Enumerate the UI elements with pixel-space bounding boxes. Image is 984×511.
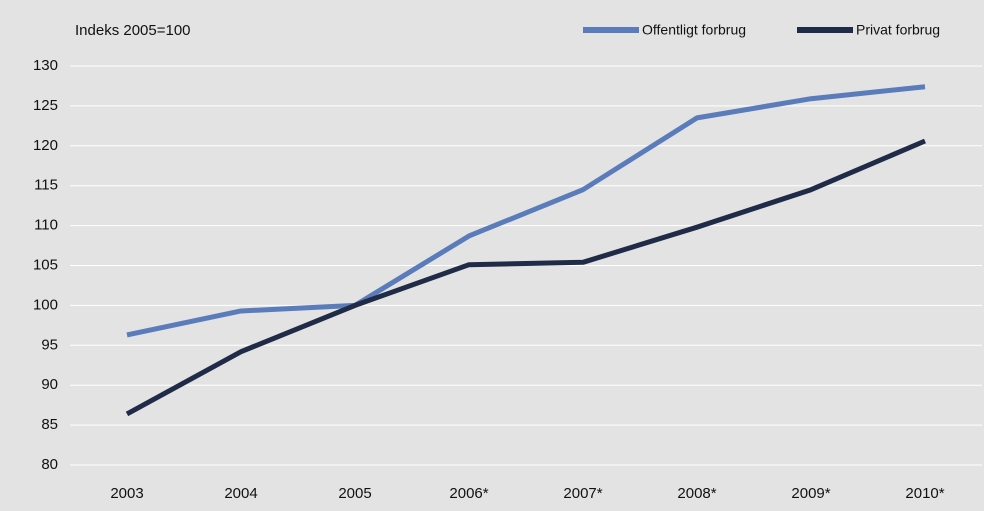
series-line [126, 84, 926, 338]
y-tick-label: 120 [33, 137, 58, 154]
y-tick-label: 110 [34, 217, 58, 234]
x-tick-label: 2005 [338, 485, 371, 502]
y-tick-label: 80 [41, 456, 58, 473]
y-tick-label: 95 [41, 336, 58, 353]
series-line [125, 138, 926, 417]
legend-label: Offentligt forbrug [642, 22, 746, 38]
y-tick-label: 85 [41, 416, 58, 433]
x-tick-label: 2007* [563, 485, 602, 502]
y-tick-label: 100 [33, 296, 58, 313]
x-tick-label: 2003 [110, 485, 143, 502]
x-tick-label: 2006* [449, 485, 488, 502]
x-tick-label: 2008* [677, 485, 716, 502]
y-tick-label: 90 [41, 376, 58, 393]
y-tick-label: 130 [33, 57, 58, 74]
x-tick-label: 2009* [791, 485, 830, 502]
x-tick-label: 2010* [905, 485, 944, 502]
y-tick-label: 115 [34, 177, 58, 194]
legend-label: Privat forbrug [856, 22, 940, 38]
y-tick-label: 125 [33, 97, 58, 114]
y-axis-label: Indeks 2005=100 [75, 22, 191, 39]
x-tick-label: 2004 [224, 485, 257, 502]
y-tick-label: 105 [33, 256, 58, 273]
